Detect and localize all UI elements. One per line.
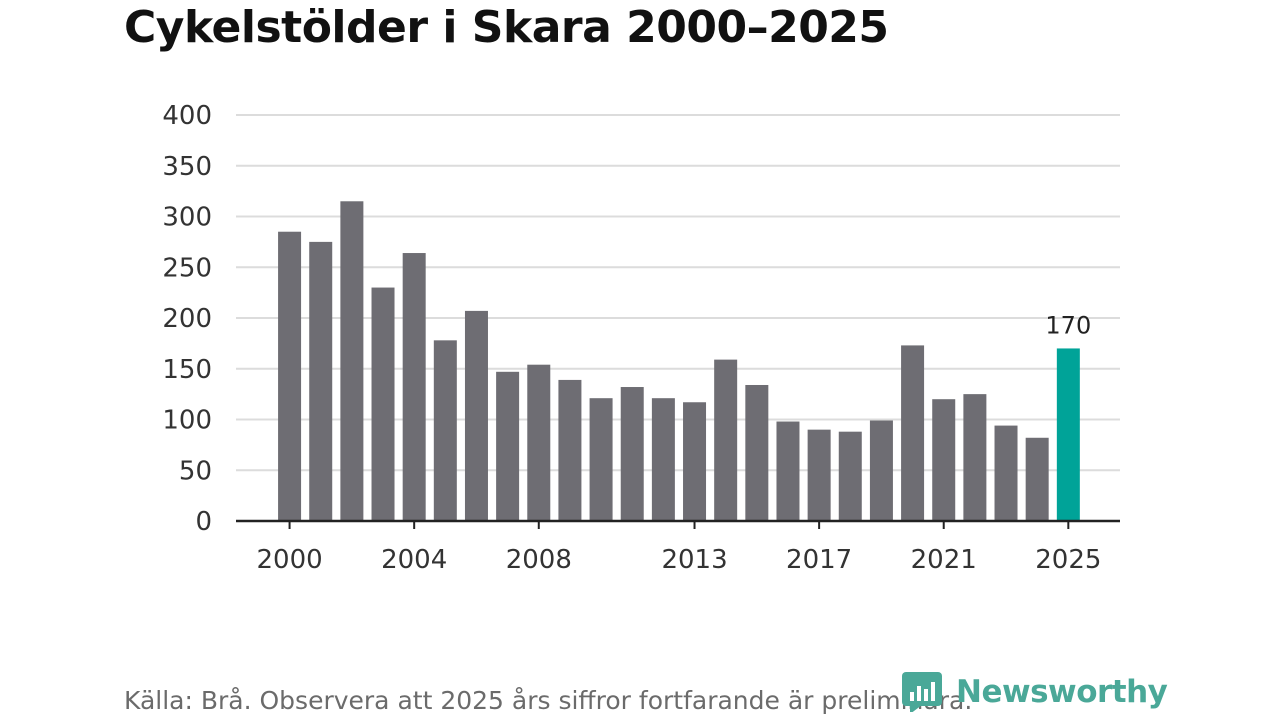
bar-2011	[620, 387, 644, 521]
bars	[278, 201, 1080, 522]
source-note: Källa: Brå. Observera att 2025 års siffr…	[124, 686, 973, 715]
bar-2013	[683, 402, 707, 521]
brand-logo[interactable]: Newsworthy	[902, 672, 1168, 712]
bar-2009	[558, 379, 582, 521]
brand-name: Newsworthy	[956, 674, 1168, 710]
bar-2024	[1025, 437, 1049, 521]
y-tick-label: 400	[162, 101, 212, 131]
x-tick-label: 2021	[911, 545, 977, 575]
bar-2005	[433, 340, 457, 521]
bar-2021	[932, 399, 956, 521]
bar-2000	[278, 231, 302, 521]
bar-2023	[994, 425, 1018, 521]
bar-2015	[745, 384, 769, 521]
bar-2017	[807, 429, 831, 521]
bar-2010	[589, 398, 613, 521]
data-labels: 170	[1045, 311, 1091, 339]
y-tick-label: 350	[162, 152, 212, 182]
bar-2001	[309, 241, 333, 522]
bar-2016	[776, 421, 800, 521]
bar-2004	[402, 253, 426, 522]
bar-2014	[714, 359, 738, 521]
bar-2022	[963, 394, 987, 522]
bar-2003	[371, 287, 395, 521]
bar-2020	[901, 345, 925, 521]
newsworthy-logo-icon	[902, 672, 942, 712]
data-label-2025: 170	[1045, 311, 1091, 339]
x-tick-label: 2004	[381, 545, 447, 575]
x-tick-label: 2013	[661, 545, 727, 575]
y-axis-ticks: 0 50 100 150 200 250 300 350 400	[162, 101, 212, 537]
x-tick-label: 2017	[786, 545, 852, 575]
bar-2008	[527, 364, 551, 521]
x-tick-label: 2025	[1035, 545, 1101, 575]
x-tick-label: 2000	[256, 545, 322, 575]
y-tick-label: 200	[162, 304, 212, 334]
y-tick-label: 100	[162, 406, 212, 436]
bar-2025	[1056, 348, 1080, 521]
y-tick-label: 0	[195, 507, 212, 537]
y-tick-label: 300	[162, 203, 212, 233]
bar-2018	[838, 431, 862, 521]
gridlines	[236, 114, 1120, 472]
y-tick-label: 50	[179, 456, 212, 486]
bar-2012	[651, 398, 675, 521]
bar-2007	[496, 371, 520, 521]
bar-2019	[869, 420, 893, 521]
chart-title: Cykelstölder i Skara 2000–2025	[124, 2, 889, 53]
y-tick-label: 150	[162, 355, 212, 385]
bar-2002	[340, 201, 364, 521]
bar-2006	[464, 310, 488, 521]
x-tick-label: 2008	[506, 545, 572, 575]
y-tick-label: 250	[162, 253, 212, 283]
x-axis: 2000 2004 2008 2013 2017 2021 2025	[236, 519, 1120, 575]
